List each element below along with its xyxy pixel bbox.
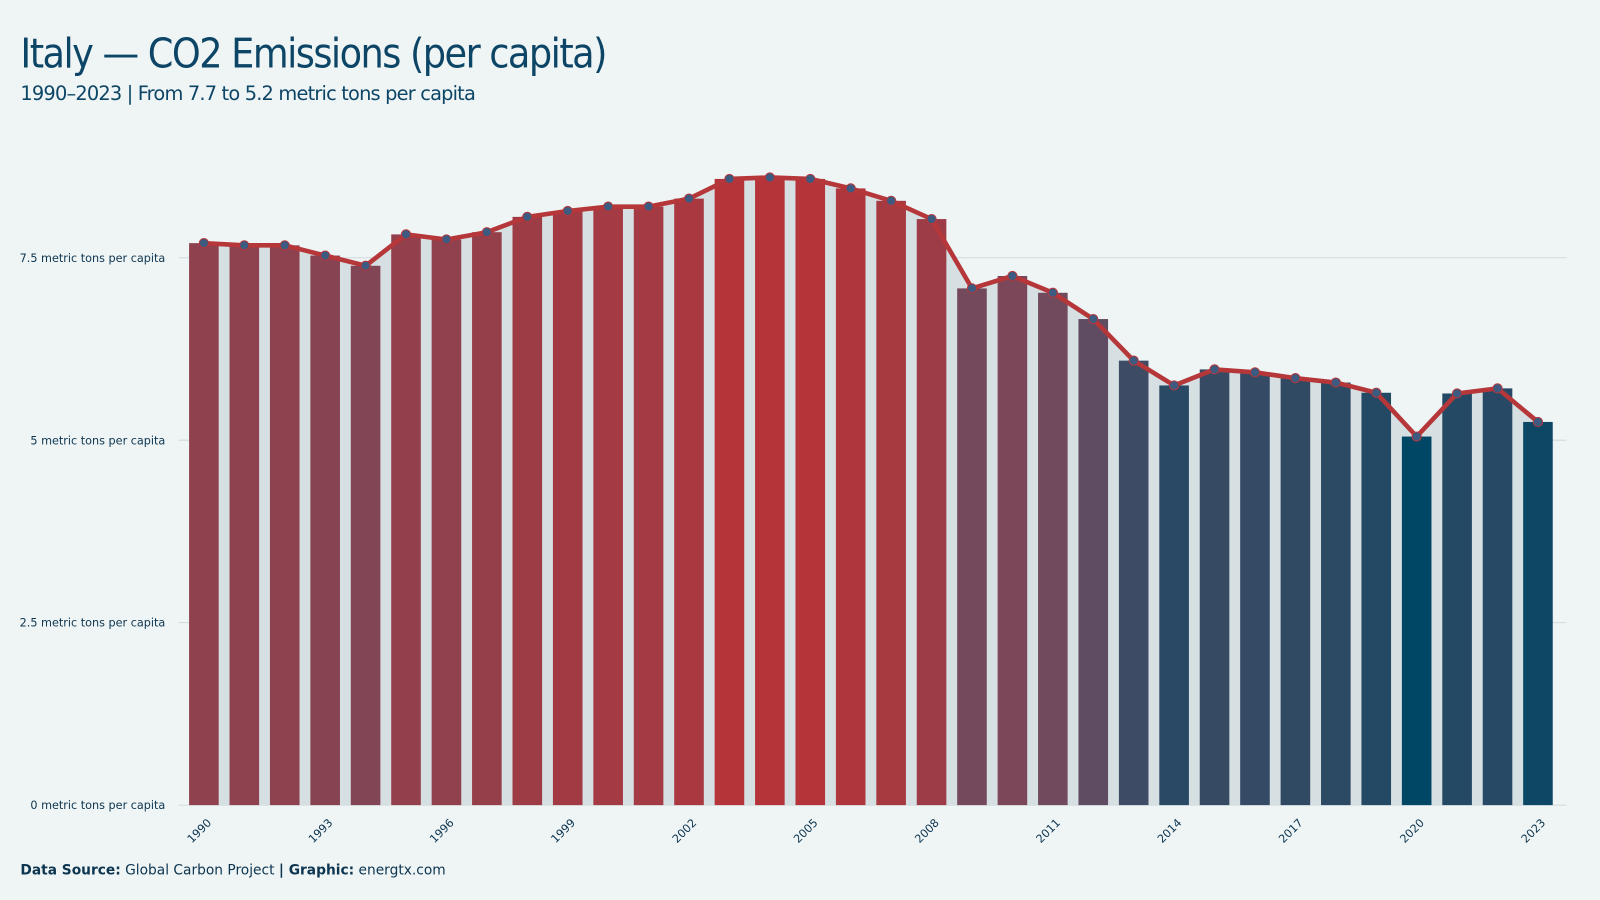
bar — [1482, 388, 1513, 806]
x-tick-label: 2011 — [1034, 816, 1063, 845]
point — [764, 172, 775, 183]
bar — [512, 216, 543, 806]
point — [1290, 373, 1301, 384]
point — [1371, 387, 1382, 398]
y-tick-label: 7.5 metric tons per capita — [20, 252, 166, 265]
bar — [1401, 436, 1432, 806]
bar — [1118, 360, 1149, 806]
bar — [310, 255, 340, 806]
point — [1047, 287, 1058, 298]
point — [522, 211, 533, 222]
x-tick-label: 1993 — [306, 816, 335, 845]
point — [966, 283, 978, 294]
bar — [1280, 378, 1311, 806]
bar — [1240, 372, 1270, 806]
point — [279, 240, 290, 251]
x-tick-label: 2005 — [791, 816, 820, 845]
bar — [714, 178, 745, 806]
point — [1411, 431, 1422, 442]
x-tick-label: 1990 — [185, 816, 214, 845]
y-tick-label: 0 metric tons per capita — [30, 799, 165, 812]
point — [1209, 364, 1220, 375]
bar — [916, 219, 947, 806]
point — [400, 229, 412, 240]
bar — [350, 265, 381, 806]
bar — [1078, 319, 1109, 806]
point — [886, 195, 897, 206]
point — [1007, 270, 1018, 282]
point — [239, 240, 250, 251]
bar — [189, 243, 219, 806]
point — [724, 173, 735, 185]
point — [562, 205, 573, 217]
point — [1249, 367, 1261, 378]
bar — [269, 245, 300, 806]
x-tick-label: 1999 — [549, 816, 578, 845]
graphic: energtx.com — [359, 862, 446, 878]
source: Global Carbon Project — [125, 862, 275, 878]
x-tick-label: 2008 — [912, 816, 941, 845]
bar — [391, 234, 421, 806]
y-tick-label: 5 metric tons per capita — [30, 434, 165, 447]
bar — [431, 239, 462, 806]
point — [360, 260, 371, 271]
bar — [1038, 292, 1068, 806]
x-tick-label: 2020 — [1398, 816, 1427, 845]
x-tick-label: 1996 — [427, 816, 456, 845]
x-tick-label: 2002 — [670, 816, 699, 845]
point — [1128, 355, 1139, 366]
point — [1330, 377, 1341, 388]
bar — [795, 178, 826, 806]
point — [1169, 380, 1180, 391]
point — [198, 238, 209, 249]
point — [320, 250, 331, 261]
bar — [674, 198, 704, 806]
bar — [1159, 385, 1189, 806]
line — [203, 175, 1540, 439]
bar — [552, 211, 583, 806]
point — [805, 173, 816, 185]
bar — [1442, 393, 1472, 806]
bar — [229, 245, 260, 806]
bar — [1523, 421, 1553, 806]
bar — [997, 275, 1028, 806]
x-tick-label: 2017 — [1276, 816, 1305, 845]
chart-title: Italy — CO2 Emissions (per capita) — [20, 29, 606, 77]
y-tick-label: 2.5 metric tons per capita — [20, 617, 166, 630]
x-tick-label: 2023 — [1519, 816, 1548, 845]
point — [1088, 313, 1099, 325]
point — [603, 201, 614, 212]
chart-subtitle: 1990–2023 | From 7.7 to 5.2 metric tons … — [20, 82, 475, 105]
bar — [1199, 369, 1230, 806]
point — [1532, 416, 1544, 428]
point — [845, 183, 856, 194]
x-tick-label: 2014 — [1155, 816, 1184, 845]
bar — [835, 188, 866, 806]
point — [683, 193, 695, 204]
bar — [876, 200, 906, 806]
point — [1492, 383, 1503, 394]
footer: Data Source: Global Carbon Project | Gra… — [20, 862, 445, 878]
bar — [1321, 382, 1351, 806]
source-label: Data Source: — [20, 862, 120, 878]
bar — [593, 206, 623, 806]
bar — [1361, 392, 1392, 806]
bar — [957, 288, 987, 806]
point — [1451, 388, 1463, 399]
graphic-label: | Graphic: — [279, 862, 354, 878]
bar — [472, 232, 502, 806]
point — [643, 201, 654, 212]
point — [441, 234, 452, 245]
point — [926, 213, 937, 225]
bar — [755, 177, 785, 806]
point — [481, 227, 492, 238]
bar — [633, 206, 664, 806]
